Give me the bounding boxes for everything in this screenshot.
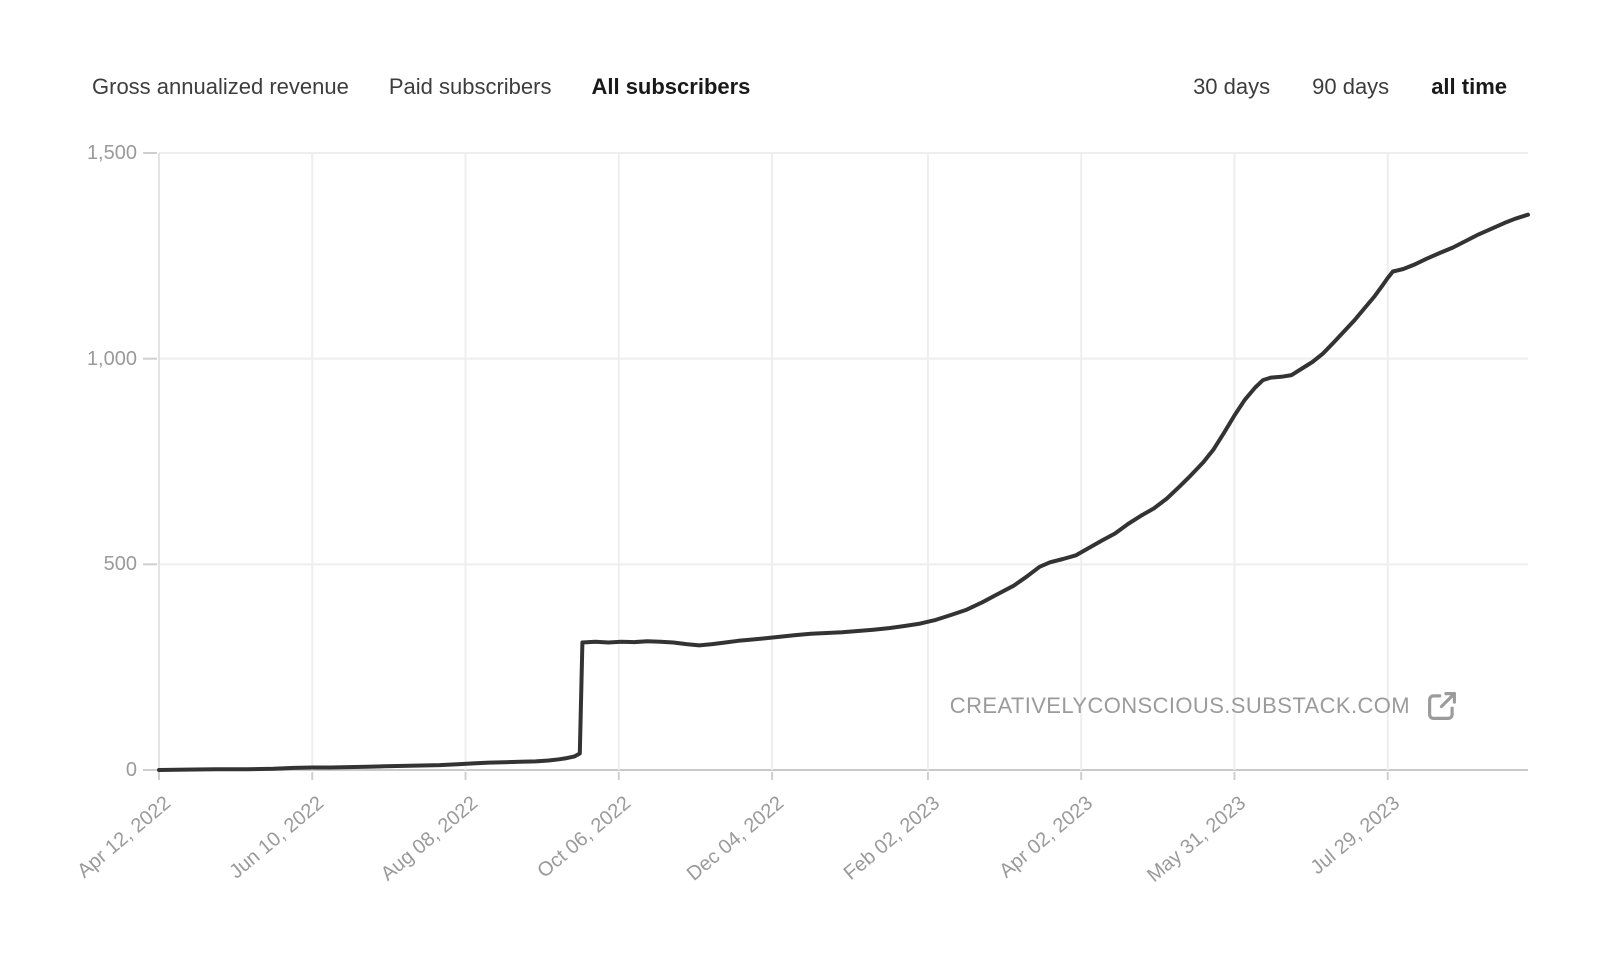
watermark-text: CREATIVELYCONSCIOUS.SUBSTACK.COM xyxy=(949,693,1410,718)
tab-30-days[interactable]: 30 days xyxy=(1193,74,1271,99)
y-axis-label: 0 xyxy=(125,759,137,781)
tab-gross-annualized-revenue[interactable]: Gross annualized revenue xyxy=(92,74,349,99)
subscriber-line xyxy=(157,212,1530,772)
external-link-icon xyxy=(1428,692,1456,720)
tab-all-subscribers[interactable]: All subscribers xyxy=(591,74,751,99)
range-tabs: 30 days 90 days all time xyxy=(1193,74,1507,100)
chart-toolbar: Gross annualized revenue Paid subscriber… xyxy=(0,74,1612,102)
y-axis-label: 500 xyxy=(103,553,137,576)
tab-paid-subscribers[interactable]: Paid subscribers xyxy=(388,74,552,99)
y-axis-label: 1,500 xyxy=(86,142,137,164)
tab-all-time[interactable]: all time xyxy=(1431,74,1507,99)
watermark-link[interactable]: CREATIVELYCONSCIOUS.SUBSTACK.COM xyxy=(0,684,1460,728)
metric-tabs: Gross annualized revenue Paid subscriber… xyxy=(92,74,750,100)
tab-90-days[interactable]: 90 days xyxy=(1312,74,1390,99)
y-axis-label: 1,000 xyxy=(86,347,137,370)
